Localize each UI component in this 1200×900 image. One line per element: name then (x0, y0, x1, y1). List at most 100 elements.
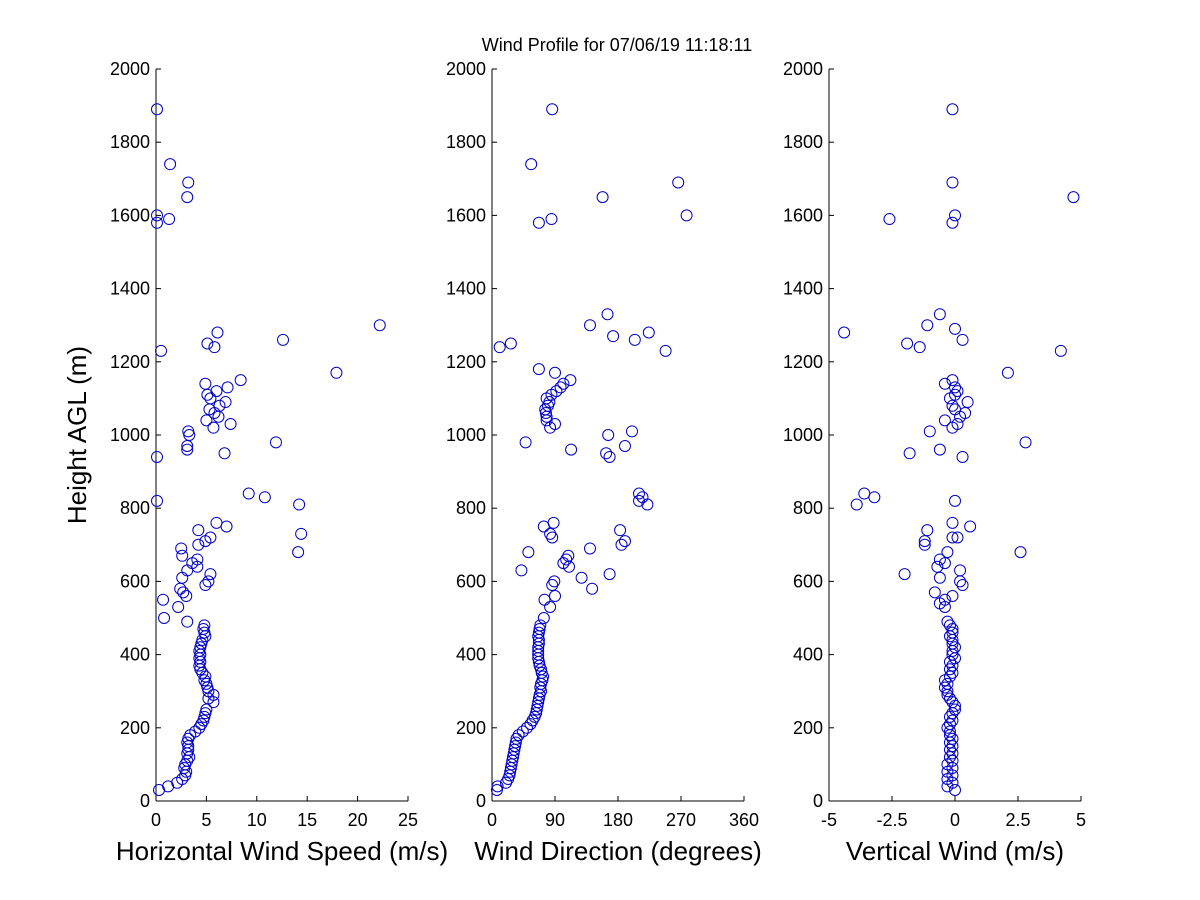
data-point (949, 784, 961, 797)
data-point (538, 593, 551, 606)
data-point (181, 615, 194, 628)
x-tick-label: 90 (545, 810, 565, 830)
data-point (921, 319, 934, 332)
data-point (373, 319, 386, 332)
data-point (504, 337, 517, 350)
data-point (949, 209, 961, 222)
x-tick-label: 0 (950, 810, 960, 830)
y-tick-label: 1400 (110, 279, 150, 299)
data-point (204, 392, 217, 405)
data-point (943, 743, 956, 756)
data-point (213, 399, 226, 412)
data-point (177, 586, 190, 599)
data-point (946, 740, 959, 753)
data-point (672, 176, 685, 189)
data-point (174, 582, 187, 595)
data-point (584, 542, 596, 555)
data-point (946, 747, 959, 760)
y-axis-label: Height AGL (m) (62, 346, 92, 524)
panel-3: 0 200 400 600 800 1000 1200 1400 1600 1800 2000 -5 -… (783, 59, 1086, 866)
data-point (949, 641, 961, 654)
data-point (155, 344, 168, 357)
data-point (151, 209, 164, 222)
data-point (941, 677, 954, 690)
y-tick-label: 1600 (110, 205, 150, 225)
y-tick-label: 2000 (110, 59, 150, 79)
data-point (941, 721, 954, 734)
y-tick-label: 0 (140, 791, 150, 811)
data-point (491, 780, 504, 793)
y-tick-label: 200 (120, 718, 150, 738)
y-tick-label: 1000 (110, 425, 150, 445)
data-point (933, 308, 946, 321)
y-tick-label: 600 (120, 571, 150, 591)
data-point (560, 553, 573, 566)
data-point (943, 670, 956, 683)
y-tick-label: 1800 (446, 132, 486, 152)
data-point (534, 619, 547, 632)
x-tick-label: 360 (729, 810, 759, 830)
data-point (898, 568, 911, 581)
data-point (158, 612, 171, 624)
data-point (956, 333, 969, 346)
y-tick-label: 200 (456, 718, 486, 738)
y-tick-label: 1600 (446, 205, 486, 225)
data-point (182, 176, 195, 189)
data-point (1014, 546, 1027, 559)
data-point (565, 443, 578, 456)
data-point (546, 579, 559, 592)
data-point (943, 710, 956, 723)
data-point (544, 527, 557, 540)
data-point (938, 377, 951, 390)
data-point (490, 784, 503, 797)
data-point (602, 429, 615, 441)
data-point (636, 491, 649, 504)
data-point (199, 707, 212, 720)
x-tick-label: 10 (247, 810, 267, 830)
x-tick-label: 180 (603, 810, 633, 830)
y-tick-label: 1200 (783, 352, 823, 372)
data-point (534, 681, 547, 694)
data-point (941, 615, 954, 628)
data-point (199, 579, 212, 592)
data-point (234, 374, 247, 387)
data-point (202, 575, 215, 588)
data-point (208, 341, 221, 354)
data-point (954, 575, 967, 588)
data-point (946, 754, 959, 767)
data-point (181, 443, 194, 456)
data-point (931, 560, 944, 573)
x-tick-label: 2.5 (1005, 810, 1030, 830)
data-point (943, 751, 956, 764)
data-point (938, 593, 951, 606)
data-point (509, 736, 522, 749)
data-point (510, 732, 523, 745)
data-point (949, 703, 961, 716)
x-tick-label: 270 (666, 810, 696, 830)
data-point (545, 213, 558, 226)
data-point (539, 407, 552, 420)
data-point (964, 520, 977, 533)
data-point (951, 531, 964, 544)
data-point (938, 681, 951, 694)
data-point (946, 696, 959, 709)
y-tick-label: 0 (813, 791, 823, 811)
data-point (181, 191, 194, 204)
data-point (543, 396, 556, 409)
data-point (522, 546, 535, 559)
data-point (196, 633, 209, 646)
data-point (549, 366, 561, 379)
data-point (951, 418, 964, 431)
y-tick-label: 800 (793, 498, 823, 518)
data-point (941, 546, 954, 559)
data-point (526, 714, 539, 727)
x-axis-label: Vertical Wind (m/s) (846, 836, 1064, 866)
data-point (946, 707, 959, 720)
data-point (1067, 191, 1080, 204)
data-point (946, 176, 959, 189)
data-point (515, 564, 528, 577)
y-tick-label: 2000 (446, 59, 486, 79)
data-point (933, 571, 946, 584)
data-point (204, 568, 217, 581)
data-point (544, 421, 557, 434)
